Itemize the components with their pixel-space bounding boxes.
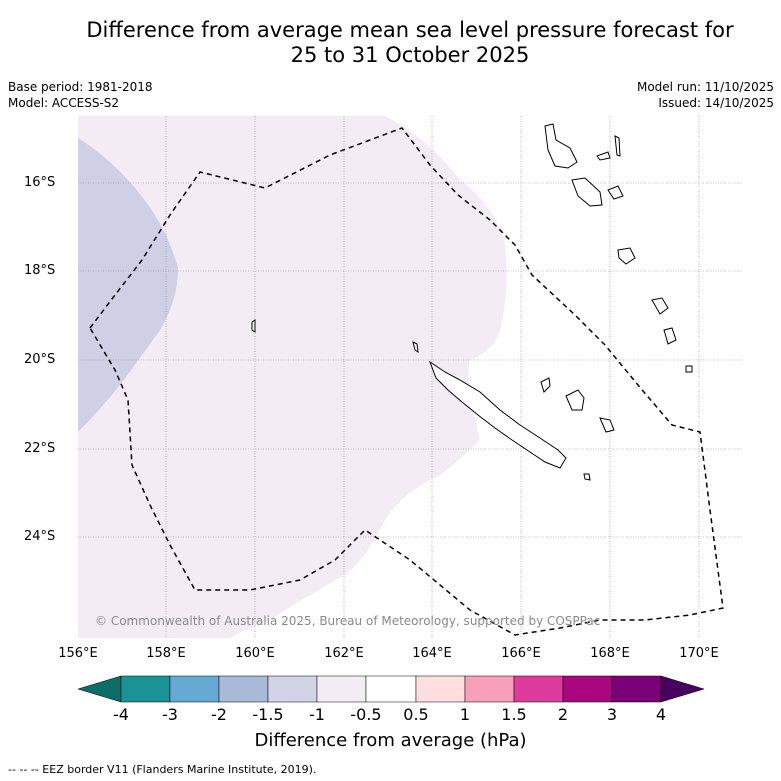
colorbar-tick: 4 (655, 705, 667, 724)
erromango-island (651, 297, 669, 315)
colorbar-tick: -3 (162, 705, 178, 724)
lon-label-160e: 160°E (235, 646, 275, 661)
ambae-island (596, 151, 611, 161)
gridlines (78, 116, 743, 638)
lon-label-164e: 164°E (412, 646, 452, 661)
colorbar-swatch-7 (415, 675, 466, 703)
lat-label-24s: 24°S (24, 529, 56, 544)
colorbar-tick: 0.5 (403, 705, 429, 724)
efate-island (617, 247, 636, 265)
copyright-notice: © Commonwealth of Australia 2025, Bureau… (95, 614, 601, 628)
colorbar-swatch-1 (120, 675, 171, 703)
colorbar (77, 675, 705, 703)
lat-label-18s: 18°S (24, 263, 56, 278)
espiritu-santo-island (544, 123, 578, 169)
loyalty-island-2 (565, 389, 585, 411)
colorbar-swatch-3 (218, 675, 269, 703)
meta-left: Base period: 1981-2018 Model: ACCESS-S2 (8, 79, 153, 111)
lon-label-170e: 170°E (679, 646, 719, 661)
aneityum-island (685, 365, 693, 373)
small-island-west (251, 319, 256, 333)
isle-of-pines (583, 473, 591, 481)
lat-label-16s: 16°S (24, 175, 56, 190)
map-area (78, 116, 743, 638)
lon-label-166e: 166°E (501, 646, 541, 661)
lon-label-156e: 156°E (58, 646, 98, 661)
colorbar-extend-low (77, 675, 122, 703)
colorbar-tick: 1 (459, 705, 471, 724)
maewo-island (614, 135, 621, 157)
issued-date: Issued: 14/10/2025 (658, 96, 774, 110)
model-run: Model run: 11/10/2025 (636, 80, 774, 94)
base-period: Base period: 1981-2018 (8, 80, 153, 94)
malakula-island (571, 177, 603, 207)
colorbar-tick: -0.5 (350, 705, 382, 724)
colorbar-tick: -2 (211, 705, 227, 724)
colorbar-swatch-6 (365, 675, 417, 703)
colorbar-label: Difference from average (hPa) (254, 730, 527, 751)
colorbar-swatch-4 (267, 675, 318, 703)
colorbar-tick: -1 (309, 705, 325, 724)
lat-label-20s: 20°S (24, 352, 56, 367)
eez-border (89, 127, 724, 636)
colorbar-tick: -1.5 (252, 705, 284, 724)
colorbar-tick: -4 (113, 705, 129, 724)
colorbar-swatch-9 (513, 675, 564, 703)
new-caledonia-island (428, 360, 567, 469)
title-line-2: 25 to 31 October 2025 (290, 43, 530, 67)
colorbar-swatch-11 (611, 675, 662, 703)
colorbar-tick: 1.5 (501, 705, 527, 724)
model-name: Model: ACCESS-S2 (8, 96, 120, 110)
colorbar-tick: 3 (606, 705, 618, 724)
lon-label-162e: 162°E (324, 646, 364, 661)
anomaly-region-lavender (78, 138, 178, 432)
loyalty-island-1 (540, 377, 551, 393)
tanna-island (663, 327, 677, 345)
colorbar-swatch-10 (562, 675, 613, 703)
colorbar-swatch-5 (316, 675, 367, 703)
anomaly-region-light (78, 116, 507, 638)
belep-islands (412, 341, 419, 354)
map-title: Difference from average mean sea level p… (40, 18, 780, 68)
lon-label-158e: 158°E (146, 646, 186, 661)
colorbar-tick: 2 (557, 705, 569, 724)
epi-island (607, 185, 624, 200)
colorbar-extend-high (660, 675, 705, 703)
meta-right: Model run: 11/10/2025 Issued: 14/10/2025 (637, 79, 774, 111)
eez-legend-footer: -- -- -- EEZ border V11 (Flanders Marine… (8, 763, 317, 776)
loyalty-island-3 (599, 417, 615, 433)
lat-label-22s: 22°S (24, 441, 56, 456)
colorbar-swatch-2 (169, 675, 220, 703)
title-line-1: Difference from average mean sea level p… (86, 18, 734, 42)
lon-label-168e: 168°E (590, 646, 630, 661)
colorbar-swatch-8 (464, 675, 515, 703)
